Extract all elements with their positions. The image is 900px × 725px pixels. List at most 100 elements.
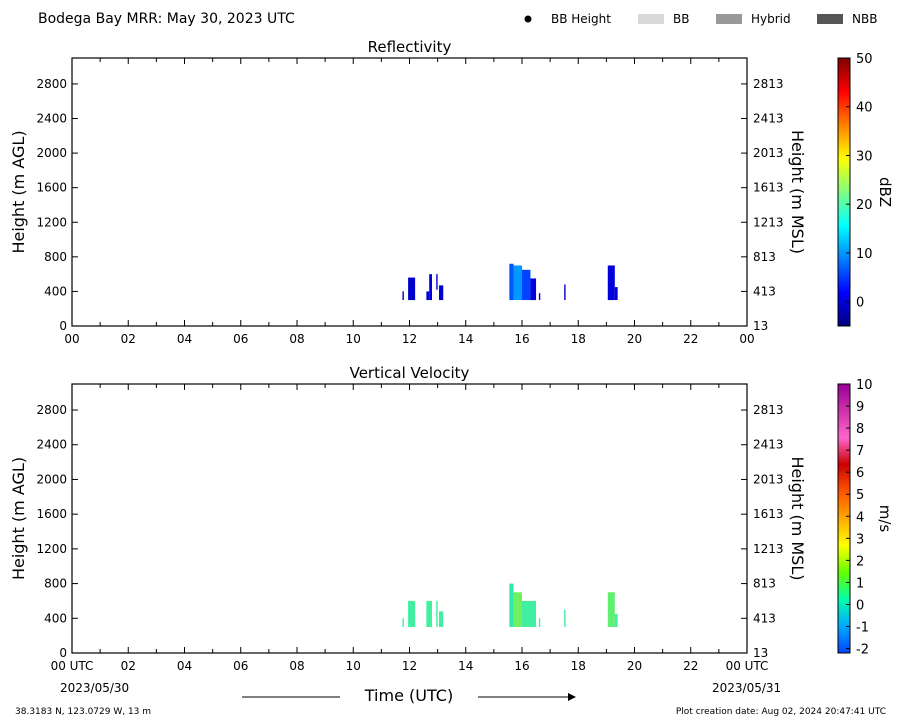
y-tick-label-right: 2413 (753, 438, 784, 452)
time-arrow-head-icon (568, 693, 576, 701)
x-tick-label: 10 (346, 332, 361, 346)
y-tick-label-right: 413 (753, 611, 776, 625)
legend-patch-nbb (817, 14, 843, 24)
y-tick-label-right: 2813 (753, 403, 784, 417)
x-tick-label: 16 (514, 659, 529, 673)
y-tick-label: 2800 (36, 403, 67, 417)
location-label: 38.3183 N, 123.0729 W, 13 m (15, 707, 151, 717)
x-tick-label: 04 (177, 659, 192, 673)
x-tick-label: 00 (64, 332, 79, 346)
x-tick-label: 18 (571, 659, 586, 673)
echo-segment (408, 600, 416, 627)
y-tick-label: 2800 (36, 77, 67, 91)
figure-title: Bodega Bay MRR: May 30, 2023 UTC (38, 11, 295, 27)
y-tick-label-right: 813 (753, 250, 776, 264)
colorbar-tick-label: -1 (856, 621, 869, 636)
echo-segment (564, 609, 566, 627)
x-tick-label: 06 (233, 659, 248, 673)
echo-segment (402, 618, 404, 627)
echo-segment (509, 263, 514, 301)
y-tick-label-right: 13 (753, 646, 768, 660)
bb-height-dot-icon (524, 15, 532, 23)
x-tick-label: 04 (177, 332, 192, 346)
x-tick-label: 12 (402, 332, 417, 346)
echo-segment (439, 285, 444, 301)
y-tick-label: 2000 (36, 472, 67, 486)
y-axis-label-right: Height (m MSL) (788, 456, 807, 580)
colorbar-tick-label: 9 (856, 400, 864, 415)
echo-segment (607, 592, 615, 627)
colorbar-tick-label: -2 (856, 643, 869, 658)
x-tick-label: 20 (627, 332, 642, 346)
y-tick-label: 2400 (36, 438, 67, 452)
colorbar-label: dBZ (876, 177, 894, 207)
echo-segment (564, 284, 566, 301)
x-tick-label: 02 (121, 332, 136, 346)
colorbar-tick-label: 0 (856, 296, 864, 311)
y-axis-label-right: Height (m MSL) (788, 130, 807, 254)
x-tick-label: 00 (739, 332, 754, 346)
y-tick-label: 400 (44, 284, 67, 298)
y-tick-label: 0 (59, 319, 67, 333)
header-legend: BB Height BB Hybrid NBB (524, 12, 877, 26)
echo-segment (436, 600, 438, 627)
echo-segment (522, 269, 531, 301)
colorbar-label: m/s (876, 505, 894, 533)
end-date-label: 2023/05/31 (712, 681, 781, 695)
y-tick-label: 400 (44, 611, 67, 625)
colorbar-tick-label: 3 (856, 532, 864, 547)
y-tick-label-right: 1613 (753, 181, 784, 195)
y-tick-label-right: 2413 (753, 112, 784, 126)
colorbar-tick-label: 0 (856, 598, 864, 613)
x-tick-label: 02 (121, 659, 136, 673)
colorbar-tick-label: 30 (856, 149, 873, 164)
y-tick-label-right: 813 (753, 577, 776, 591)
echo-segment (530, 278, 537, 301)
echo-segment (426, 291, 430, 301)
y-tick-label-right: 13 (753, 319, 768, 333)
y-tick-label: 0 (59, 646, 67, 660)
echo-segment (538, 618, 541, 627)
x-tick-label: 10 (346, 659, 361, 673)
y-tick-label: 1200 (36, 542, 67, 556)
y-axis-label: Height (m AGL) (9, 130, 28, 253)
panel-title: Vertical Velocity (350, 364, 470, 382)
x-tick-label: 00 UTC (726, 659, 769, 673)
echo-segment (614, 287, 618, 301)
colorbar-tick-label: 20 (856, 198, 873, 213)
colorbar-tick-label: 4 (856, 510, 864, 525)
x-tick-label: 00 UTC (51, 659, 94, 673)
panel-title: Reflectivity (368, 38, 452, 56)
y-tick-label: 800 (44, 250, 67, 264)
echo-segment (439, 611, 444, 627)
y-tick-label: 2400 (36, 112, 67, 126)
y-axis-label: Height (m AGL) (9, 457, 28, 580)
x-tick-label: 12 (402, 659, 417, 673)
creation-date-label: Plot creation date: Aug 02, 2024 20:47:4… (676, 707, 886, 717)
echo-segment (408, 277, 416, 301)
x-tick-label: 18 (571, 332, 586, 346)
y-tick-label-right: 413 (753, 284, 776, 298)
start-date-label: 2023/05/30 (60, 681, 129, 695)
colorbar-tick-label: 8 (856, 422, 864, 437)
x-tick-label: 08 (289, 659, 304, 673)
y-tick-label: 1600 (36, 181, 67, 195)
x-tick-label: 22 (683, 332, 698, 346)
x-tick-label: 08 (289, 332, 304, 346)
x-axis-label: Time (UTC) (364, 686, 453, 705)
echo-segment (402, 291, 404, 301)
colorbar-tick-label: 40 (856, 101, 873, 116)
echo-segment (426, 600, 432, 627)
x-tick-label: 14 (458, 332, 473, 346)
x-tick-label: 22 (683, 659, 698, 673)
y-tick-label-right: 1213 (753, 542, 784, 556)
echo-segment (429, 274, 432, 301)
echo-segment (513, 592, 522, 627)
legend-label-hybrid: Hybrid (751, 12, 791, 26)
y-tick-label: 2000 (36, 146, 67, 160)
legend-patch-bb (638, 14, 664, 24)
echo-segment (513, 265, 522, 301)
echo-segment (509, 583, 514, 627)
y-tick-label-right: 1613 (753, 507, 784, 521)
x-tick-label: 16 (514, 332, 529, 346)
